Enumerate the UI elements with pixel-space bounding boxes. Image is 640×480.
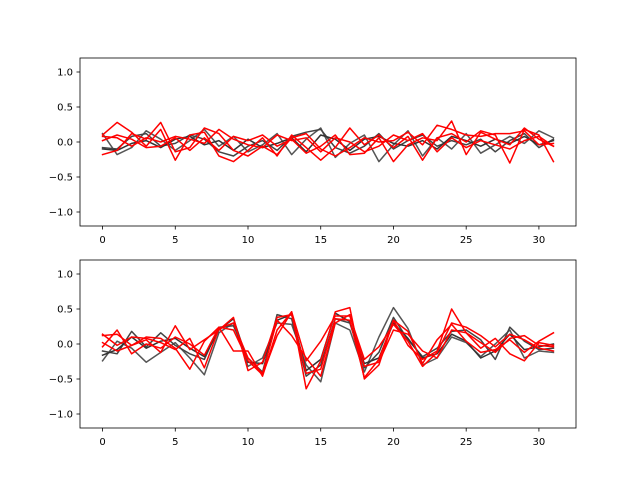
series-line-3 bbox=[101, 306, 555, 390]
series-line-3 bbox=[101, 121, 555, 164]
x-tick-label: 25 bbox=[460, 437, 473, 448]
y-tick-label: 1.0 bbox=[57, 270, 73, 281]
series-line-1 bbox=[101, 128, 555, 157]
series-line-6 bbox=[101, 313, 555, 377]
series-line-6 bbox=[101, 120, 555, 163]
series-line-0 bbox=[101, 127, 555, 163]
x-tick-label: 10 bbox=[242, 437, 255, 448]
x-tick-label: 10 bbox=[242, 235, 255, 246]
y-tick-label: −1.0 bbox=[49, 410, 73, 421]
y-tick-label: −0.5 bbox=[49, 375, 73, 386]
bottom-subplot: 0 5 10 15 20 25 30 −1.0 −0.5 0.0 0.5 1.0 bbox=[49, 259, 577, 448]
series-line-5 bbox=[101, 311, 555, 376]
series-group bbox=[101, 306, 555, 390]
top-subplot: 0 5 10 15 20 25 30 −1.0 −0.5 0.0 0.5 1.0 bbox=[49, 57, 577, 246]
x-tick-label: 5 bbox=[172, 437, 178, 448]
series-group bbox=[101, 120, 555, 164]
y-tick-label: 0.5 bbox=[57, 103, 73, 114]
y-tick-label: −0.5 bbox=[49, 173, 73, 184]
x-tick-label: 20 bbox=[387, 437, 400, 448]
x-tick-label: 15 bbox=[314, 437, 327, 448]
series-line-2 bbox=[101, 134, 555, 153]
x-tick-label: 15 bbox=[314, 235, 327, 246]
x-tick-label: 30 bbox=[533, 235, 546, 246]
x-tick-label: 0 bbox=[99, 235, 105, 246]
x-tick-label: 30 bbox=[533, 437, 546, 448]
y-tick-label: 0.5 bbox=[57, 305, 73, 316]
y-tick-label: 0.0 bbox=[57, 138, 73, 149]
y-tick-label: 1.0 bbox=[57, 68, 73, 79]
y-tick-label: −1.0 bbox=[49, 208, 73, 219]
x-tick-label: 20 bbox=[387, 235, 400, 246]
y-tick-label: 0.0 bbox=[57, 340, 73, 351]
x-tick-label: 0 bbox=[99, 437, 105, 448]
x-tick-label: 25 bbox=[460, 235, 473, 246]
series-line-4 bbox=[101, 313, 555, 379]
x-tick-label: 5 bbox=[172, 235, 178, 246]
series-line-5 bbox=[101, 128, 555, 153]
